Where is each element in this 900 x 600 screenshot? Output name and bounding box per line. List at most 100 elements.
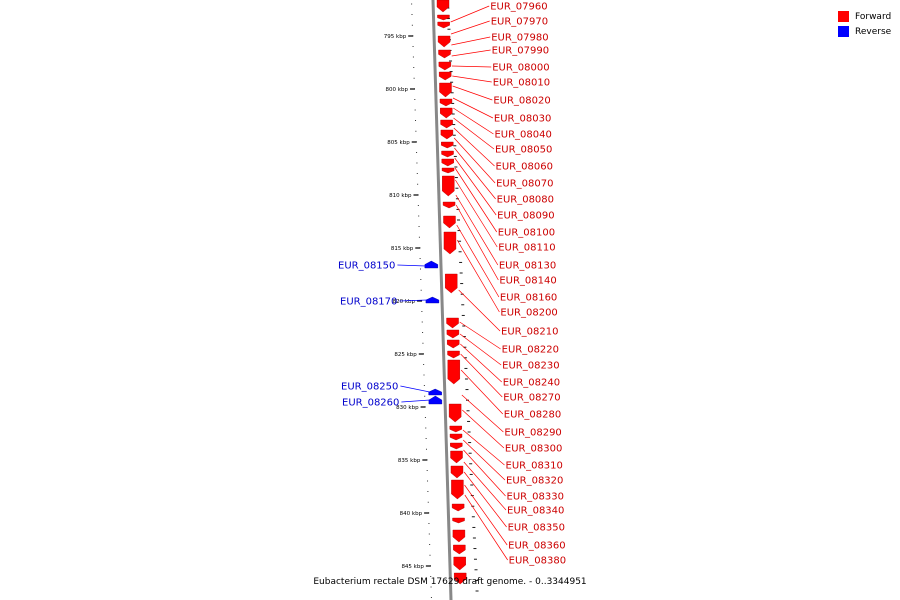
forward-gene[interactable] [452,517,465,524]
forward-gene-label[interactable]: EUR_08100 [498,228,555,239]
forward-gene[interactable] [439,98,453,107]
forward-gene-label[interactable]: EUR_08010 [493,78,550,89]
forward-gene-label[interactable]: EUR_08280 [504,410,561,421]
forward-gene[interactable] [440,129,454,140]
forward-gene-label[interactable]: EUR_08210 [501,327,558,338]
forward-leader-line [452,85,493,101]
forward-gene-label[interactable]: EUR_08380 [509,556,566,567]
map-caption: Eubacterium rectale DSM 17629 draft geno… [313,577,587,587]
forward-gene[interactable] [447,359,460,385]
forward-gene-label[interactable]: EUR_08000 [492,63,549,74]
forward-gene-label[interactable]: EUR_08350 [508,523,565,534]
forward-gene[interactable] [453,544,466,555]
reverse-gene[interactable] [424,260,439,269]
forward-leader-line [452,75,492,83]
forward-gene[interactable] [441,141,454,149]
reverse-gene-label[interactable]: EUR_08250 [341,382,398,393]
forward-gene-label[interactable]: EUR_08340 [507,506,564,517]
forward-gene[interactable] [453,556,466,571]
forward-gene-label[interactable]: EUR_08130 [499,261,556,272]
forward-leader-line [452,97,494,119]
forward-gene-label[interactable]: EUR_08220 [502,345,559,356]
forward-gene-label[interactable]: EUR_07980 [491,33,548,44]
forward-gene[interactable] [450,465,464,479]
forward-gene-label[interactable]: EUR_08270 [503,393,560,404]
forward-gene[interactable] [447,350,460,359]
forward-gene-label[interactable]: EUR_08240 [503,378,560,389]
forward-gene-label[interactable]: EUR_08020 [493,96,550,107]
forward-gene[interactable] [446,329,460,339]
forward-gene-label[interactable]: EUR_08110 [498,243,555,254]
forward-gene-label[interactable]: EUR_08200 [500,308,557,319]
forward-gene-label[interactable]: EUR_08310 [506,461,563,472]
forward-leader-line [463,449,506,497]
reverse-gene[interactable] [428,395,443,405]
forward-gene-label[interactable]: EUR_07970 [491,17,548,28]
forward-leader-line [460,369,504,415]
forward-gene-label[interactable]: EUR_08080 [497,195,554,206]
forward-gene[interactable] [453,572,467,585]
reverse-gene[interactable] [425,296,440,304]
forward-leader-line [455,179,498,248]
reverse-leader-line [399,299,428,302]
forward-gene[interactable] [441,158,454,167]
forward-gene[interactable] [437,14,450,21]
forward-gene[interactable] [451,479,464,500]
forward-gene-label[interactable]: EUR_08330 [507,492,564,503]
forward-gene[interactable] [452,529,466,543]
forward-leader-line [454,147,496,200]
forward-gene[interactable] [443,231,457,255]
forward-gene[interactable] [437,35,451,48]
forward-gene[interactable] [445,273,458,294]
tick-label: 820 kbp [393,299,416,305]
forward-gene[interactable] [438,61,452,71]
forward-gene-label[interactable]: EUR_08360 [508,541,565,552]
forward-gene[interactable] [436,0,450,13]
reverse-gene-label[interactable]: EUR_08170 [340,297,397,308]
forward-gene-label[interactable]: EUR_07960 [490,2,547,13]
forward-gene-label[interactable]: EUR_08070 [496,179,553,190]
forward-gene[interactable] [450,450,463,464]
forward-leader-line [462,409,505,449]
forward-gene[interactable] [447,339,460,349]
forward-gene-label[interactable]: EUR_08090 [497,211,554,222]
forward-leader-line [454,167,498,233]
forward-gene[interactable] [441,150,454,158]
forward-gene-label[interactable]: EUR_08140 [499,276,556,287]
forward-gene[interactable] [446,317,459,329]
forward-gene-label[interactable]: EUR_08030 [494,114,551,125]
genome-backbone [431,0,453,600]
forward-gene[interactable] [451,503,465,512]
forward-gene-label[interactable]: EUR_08160 [500,293,557,304]
forward-gene[interactable] [448,403,462,423]
forward-gene[interactable] [441,167,455,174]
forward-gene[interactable] [443,215,456,229]
forward-gene[interactable] [440,107,453,119]
forward-gene[interactable] [450,442,463,450]
reverse-gene-label[interactable]: EUR_08150 [338,261,395,272]
reverse-gene-label[interactable]: EUR_08260 [342,398,399,409]
forward-gene[interactable] [437,21,450,29]
forward-gene[interactable] [439,82,452,98]
forward-gene-label[interactable]: EUR_08290 [504,428,561,439]
reverse-legend-label: Reverse [855,26,892,37]
forward-legend-label: Forward [855,11,892,22]
forward-gene-label[interactable]: EUR_08050 [495,145,552,156]
tick-label: 845 kbp [401,564,424,570]
forward-gene[interactable] [438,71,452,81]
forward-gene[interactable] [438,49,451,59]
forward-gene[interactable] [442,201,456,209]
reverse-gene[interactable] [428,388,442,396]
forward-gene[interactable] [440,119,453,129]
forward-leader-line [451,49,491,57]
forward-gene[interactable] [449,425,462,433]
forward-gene-label[interactable]: EUR_08320 [506,476,563,487]
forward-gene-label[interactable]: EUR_08230 [502,361,559,372]
forward-gene-label[interactable]: EUR_08300 [505,444,562,455]
forward-gene-label[interactable]: EUR_08040 [494,130,551,141]
forward-gene[interactable] [449,433,463,441]
forward-gene-label[interactable]: EUR_07990 [492,46,549,57]
forward-gene[interactable] [442,175,455,197]
tick-label: 840 kbp [400,511,423,517]
forward-gene-label[interactable]: EUR_08060 [496,162,553,173]
